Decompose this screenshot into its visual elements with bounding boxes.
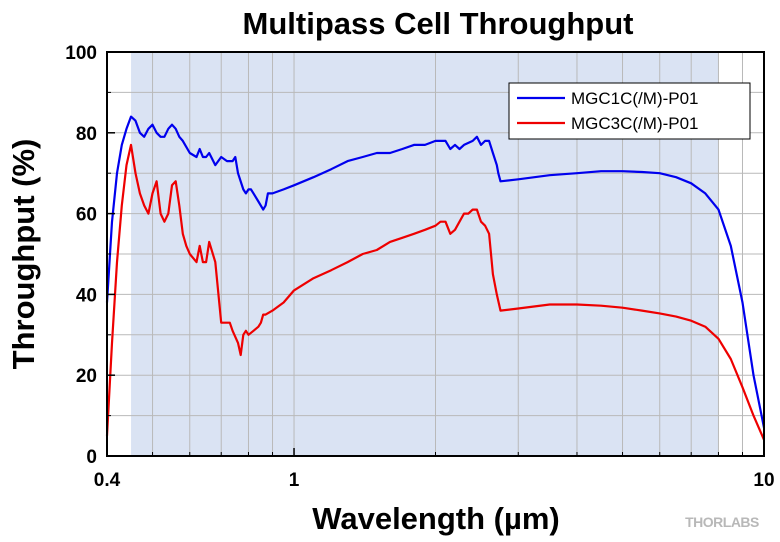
legend: MGC1C(/M)-P01 MGC3C(/M)-P01 bbox=[508, 82, 751, 140]
chart-title: Multipass Cell Throughput bbox=[243, 6, 634, 41]
y-tick-label: 20 bbox=[76, 366, 97, 387]
x-axis-title: Wavelength (µm) bbox=[312, 501, 560, 536]
plot-series bbox=[105, 115, 766, 441]
x-tick-label: 0.4 bbox=[94, 470, 121, 491]
y-tick-label: 80 bbox=[76, 124, 97, 145]
thorlabs-logo: THORLABS bbox=[685, 514, 759, 530]
tick-labels: 0 20 40 60 80 100 0.4 1 10 bbox=[65, 43, 774, 491]
y-tick-label: 100 bbox=[65, 43, 97, 64]
axis-ticks bbox=[106, 51, 765, 457]
series-line-1 bbox=[105, 115, 766, 428]
y-tick-label: 60 bbox=[76, 205, 97, 226]
legend-box bbox=[508, 82, 751, 140]
x-tick-label: 1 bbox=[289, 470, 300, 491]
legend-label: MGC1C(/M)-P01 bbox=[571, 89, 699, 108]
y-axis-title: Throughput (%) bbox=[6, 139, 41, 370]
y-tick-label: 40 bbox=[76, 285, 97, 306]
x-tick-label: 10 bbox=[753, 470, 774, 491]
series-line-2 bbox=[105, 143, 766, 441]
y-tick-label: 0 bbox=[86, 447, 97, 468]
legend-label: MGC3C(/M)-P01 bbox=[571, 114, 699, 133]
